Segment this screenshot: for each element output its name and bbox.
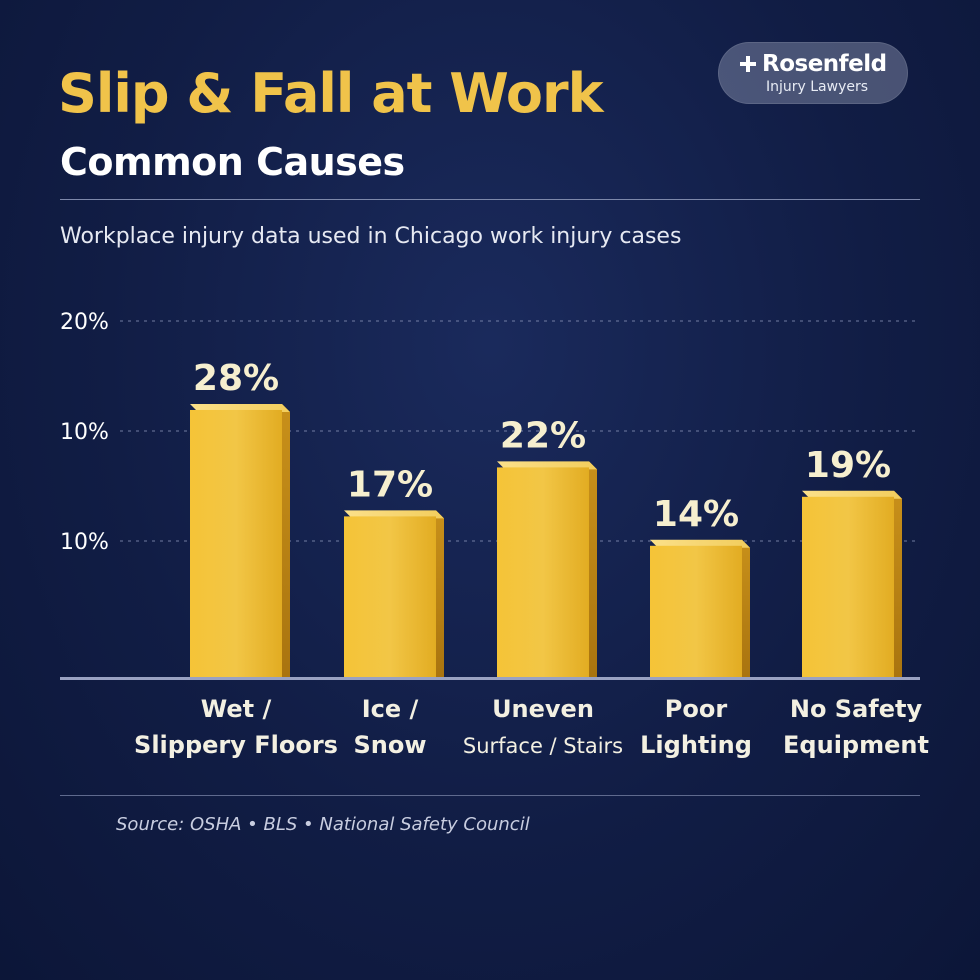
value-label: 19% [805,445,891,486]
category-label: Wet / [201,695,272,723]
category-label: Surface / Stairs [463,734,623,758]
bar [802,490,902,677]
bar [497,461,597,677]
category-label: Uneven [492,695,594,723]
value-label: 22% [500,415,586,456]
brand-badge: Rosenfeld Injury Lawyers [718,42,908,104]
category-label: Poor [665,695,728,723]
x-axis-baseline [60,677,920,680]
bar-face [497,467,589,677]
value-label: 28% [193,358,279,399]
bar [344,510,444,677]
y-tick-label: 20% [60,310,109,335]
bar [190,403,290,677]
value-label: 14% [653,494,739,535]
y-tick-label: 10% [60,530,109,555]
chart-subtitle: Common Causes [60,140,405,184]
divider-bottom [60,795,920,796]
category-label: Lighting [640,731,752,759]
bar [650,539,750,677]
bar-side [894,490,902,677]
brand-tagline: Injury Lawyers [766,79,869,95]
category-label: No Safety [790,695,923,723]
bar-face [650,545,742,677]
brand-name: Rosenfeld [762,51,887,77]
y-tick-label: 10% [60,420,109,445]
chart-description: Workplace injury data used in Chicago wo… [60,224,682,249]
bar-face [344,516,436,677]
bar-side [589,461,597,677]
chart-title: Slip & Fall at Work [58,62,604,125]
cross-icon [740,56,756,72]
bar-side [282,403,290,677]
value-label: 17% [347,464,433,505]
category-label: Ice / [362,695,419,723]
category-label: Snow [353,731,426,759]
bar-face [190,409,282,677]
category-label: Equipment [783,731,929,759]
bar-side [742,539,750,677]
source-note: Source: OSHA • BLS • National Safety Cou… [116,814,530,835]
category-label: Slippery Floors [134,731,338,759]
bar-face [802,496,894,677]
bar-side [436,510,444,677]
divider-top [60,199,920,200]
